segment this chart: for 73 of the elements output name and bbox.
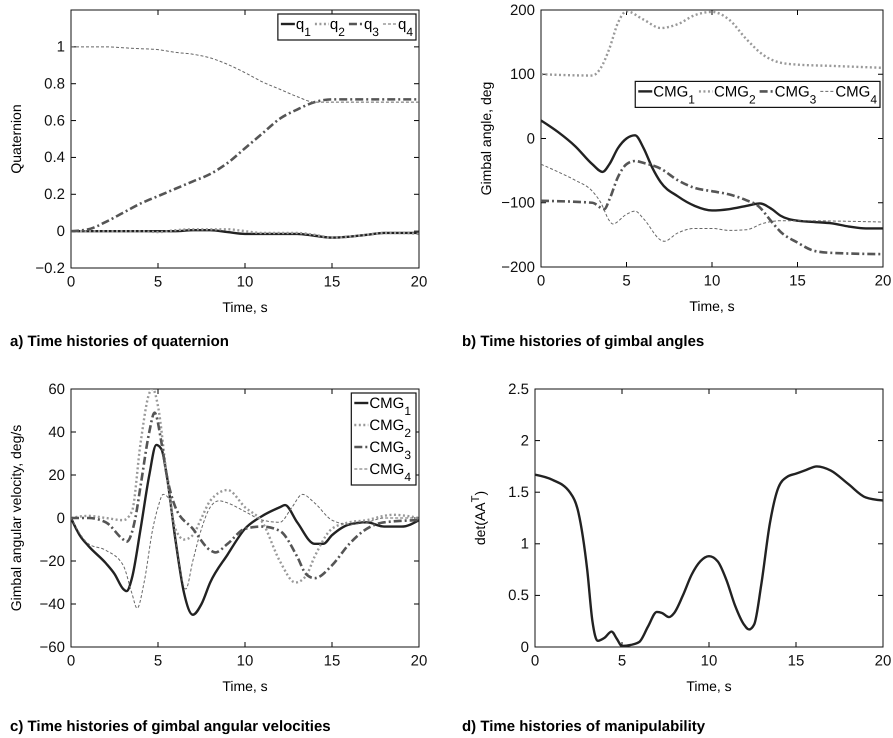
legend-label: CMG$_{2}$: [714, 83, 756, 106]
y-tick-label: 1: [56, 38, 65, 56]
y-tick-label: 0.6: [44, 112, 65, 130]
x-tick-label: 5: [154, 652, 162, 670]
legend-label: q$_{2}$: [330, 16, 346, 39]
y-tick-label: −20: [40, 552, 65, 570]
legend-label: CMG$_{4}$: [369, 461, 412, 484]
line-series: [541, 164, 883, 242]
y-tick-label: −60: [40, 638, 65, 656]
x-tick-label: 5: [622, 272, 631, 290]
line-series: [71, 98, 419, 232]
x-tick-label: 15: [324, 274, 340, 291]
legend-label: CMG$_{3}$: [369, 439, 412, 462]
text: d) Time histories of manipulability: [462, 718, 706, 735]
legend-label: CMG$_{1}$: [653, 83, 696, 106]
x-tick-label: 15: [788, 652, 804, 670]
y-tick-label: −40: [40, 596, 65, 613]
y-tick-label: 0.2: [44, 186, 65, 204]
legend-label: CMG$_{1}$: [369, 395, 412, 418]
x-tick-label: 10: [236, 274, 254, 291]
y-tick-label: 40: [48, 424, 65, 441]
y-axis-title: Quaternion: [8, 104, 24, 174]
line-series: [71, 444, 419, 616]
line-series: [541, 10, 883, 77]
y-tick-label: 60: [48, 380, 65, 398]
x-tick-label: 15: [324, 652, 340, 670]
x-tick-label: 5: [154, 274, 162, 291]
y-tick-label: 1: [520, 536, 529, 553]
x-tick-label: 10: [704, 272, 720, 290]
y-axis-title: Gimbal angle, deg: [478, 82, 494, 196]
y-tick-label: −0.2: [35, 260, 65, 277]
y-tick-label: 0: [56, 510, 65, 527]
x-tick-label: 10: [700, 652, 718, 670]
x-axis-title: Time, s: [686, 678, 732, 694]
x-axis-title: Time, s: [689, 298, 735, 314]
y-tick-label: 0.4: [44, 149, 65, 166]
line-series: [541, 119, 883, 230]
x-tick-label: 5: [618, 652, 626, 670]
y-axis-title: Gimbal angular velocity, deg/s: [8, 424, 24, 612]
text: a) Time histories of quaternion: [10, 333, 229, 350]
y-tick-label: 0: [526, 130, 535, 148]
line-series: [541, 160, 883, 256]
line-series: [71, 46, 419, 103]
x-tick-label: 20: [410, 652, 428, 670]
x-tick-label: 20: [874, 652, 892, 670]
legend-label: CMG$_{4}$: [835, 83, 878, 106]
x-tick-label: 20: [410, 274, 428, 291]
line-series: [535, 465, 883, 647]
y-tick-label: 0: [520, 638, 529, 656]
y-tick-label: 0.8: [44, 76, 65, 93]
x-axis-title: Time, s: [222, 678, 268, 694]
legend-label: q$_{3}$: [364, 16, 380, 39]
y-tick-label: 0.5: [508, 587, 529, 604]
x-tick-label: 15: [789, 272, 806, 290]
y-tick-label: 100: [510, 66, 535, 84]
legend-label: q$_{1}$: [296, 16, 312, 39]
y-tick-label: 2: [520, 432, 529, 450]
y-tick-label: 200: [510, 2, 535, 19]
y-tick-label: 1.5: [508, 484, 529, 501]
text: c) Time histories of gimbal angular velocities: [10, 718, 331, 735]
legend-label: CMG$_{2}$: [369, 417, 412, 440]
y-tick-label: 20: [48, 466, 65, 484]
y-tick-label: −200: [501, 258, 535, 276]
x-axis-title: Time, s: [222, 299, 268, 315]
legend-label: q$_{4}$: [398, 16, 414, 39]
x-tick-label: 10: [236, 652, 254, 670]
y-tick-label: 2.5: [508, 380, 529, 398]
y-tick-label: 0: [56, 222, 65, 240]
x-tick-label: 20: [874, 272, 892, 290]
legend-label: CMG$_{3}$: [774, 83, 817, 106]
y-tick-label: −100: [501, 194, 535, 212]
line-series: [71, 494, 419, 609]
text: b) Time histories of gimbal angles: [462, 333, 704, 350]
